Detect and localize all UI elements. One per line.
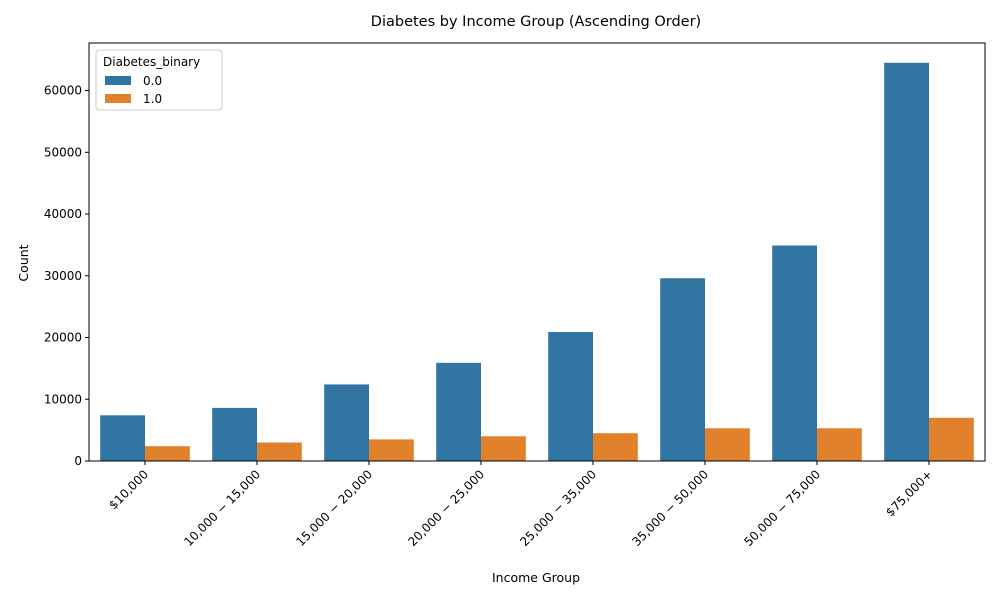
legend-swatch-0 [105,76,131,85]
legend-swatch-1 [105,94,131,103]
bar-series-0-4 [548,331,593,461]
bar-series-0-1 [212,407,257,461]
legend-title: Diabetes_binary [103,55,200,69]
legend: Diabetes_binary 0.0 1.0 [95,49,223,111]
x-tick-label-3: 20,000 − 25,000 [405,467,487,549]
bar-series-0-0 [100,415,145,461]
bar-series-1-3 [481,436,526,461]
y-axis-label: Count [16,244,31,281]
plot-area: 0 10000 20000 30000 40000 50000 60000 $10,000 10… [44,42,986,549]
y-tick-label-0: 0 [74,454,82,468]
x-tick-label-2: 15,000 − 20,000 [293,467,375,549]
x-tick-label-7: $75,000+ [883,467,935,519]
bar-series-0-6 [772,245,817,461]
chart-title: Diabetes by Income Group (Ascending Orde… [371,14,701,30]
y-tick-label-3: 30000 [44,269,82,283]
legend-label-1: 1.0 [143,92,162,106]
x-tick-label-0: $10,000 [106,467,151,512]
bar-series-1-0 [145,446,190,461]
bar-series-0-2 [324,384,369,461]
x-tick-label-6: 50,000 − 75,000 [741,467,823,549]
y-tick-label-4: 40000 [44,207,82,221]
x-tick-label-1: 10,000 − 15,000 [181,467,263,549]
y-tick-label-6: 60000 [44,84,82,98]
bar-series-1-6 [817,428,862,461]
y-tick-label-2: 20000 [44,331,82,345]
axes-frame [88,42,986,462]
x-tick-label-4: 25,000 − 35,000 [517,467,599,549]
x-tick-label-5: 35,000 − 50,000 [629,467,711,549]
x-axis-label: Income Group [492,570,580,585]
bar-series-0-5 [660,278,705,461]
bar-series-1-1 [257,442,302,461]
bar-series-0-7 [884,62,929,461]
bar-series-1-7 [929,417,974,461]
legend-label-0: 0.0 [143,74,162,88]
bar-series-1-4 [593,433,638,461]
bar-series-1-2 [369,439,414,461]
y-tick-label-5: 50000 [44,145,82,159]
y-tick-label-1: 10000 [44,392,82,406]
bar-series-0-3 [436,362,481,461]
bar-series-1-5 [705,428,750,461]
